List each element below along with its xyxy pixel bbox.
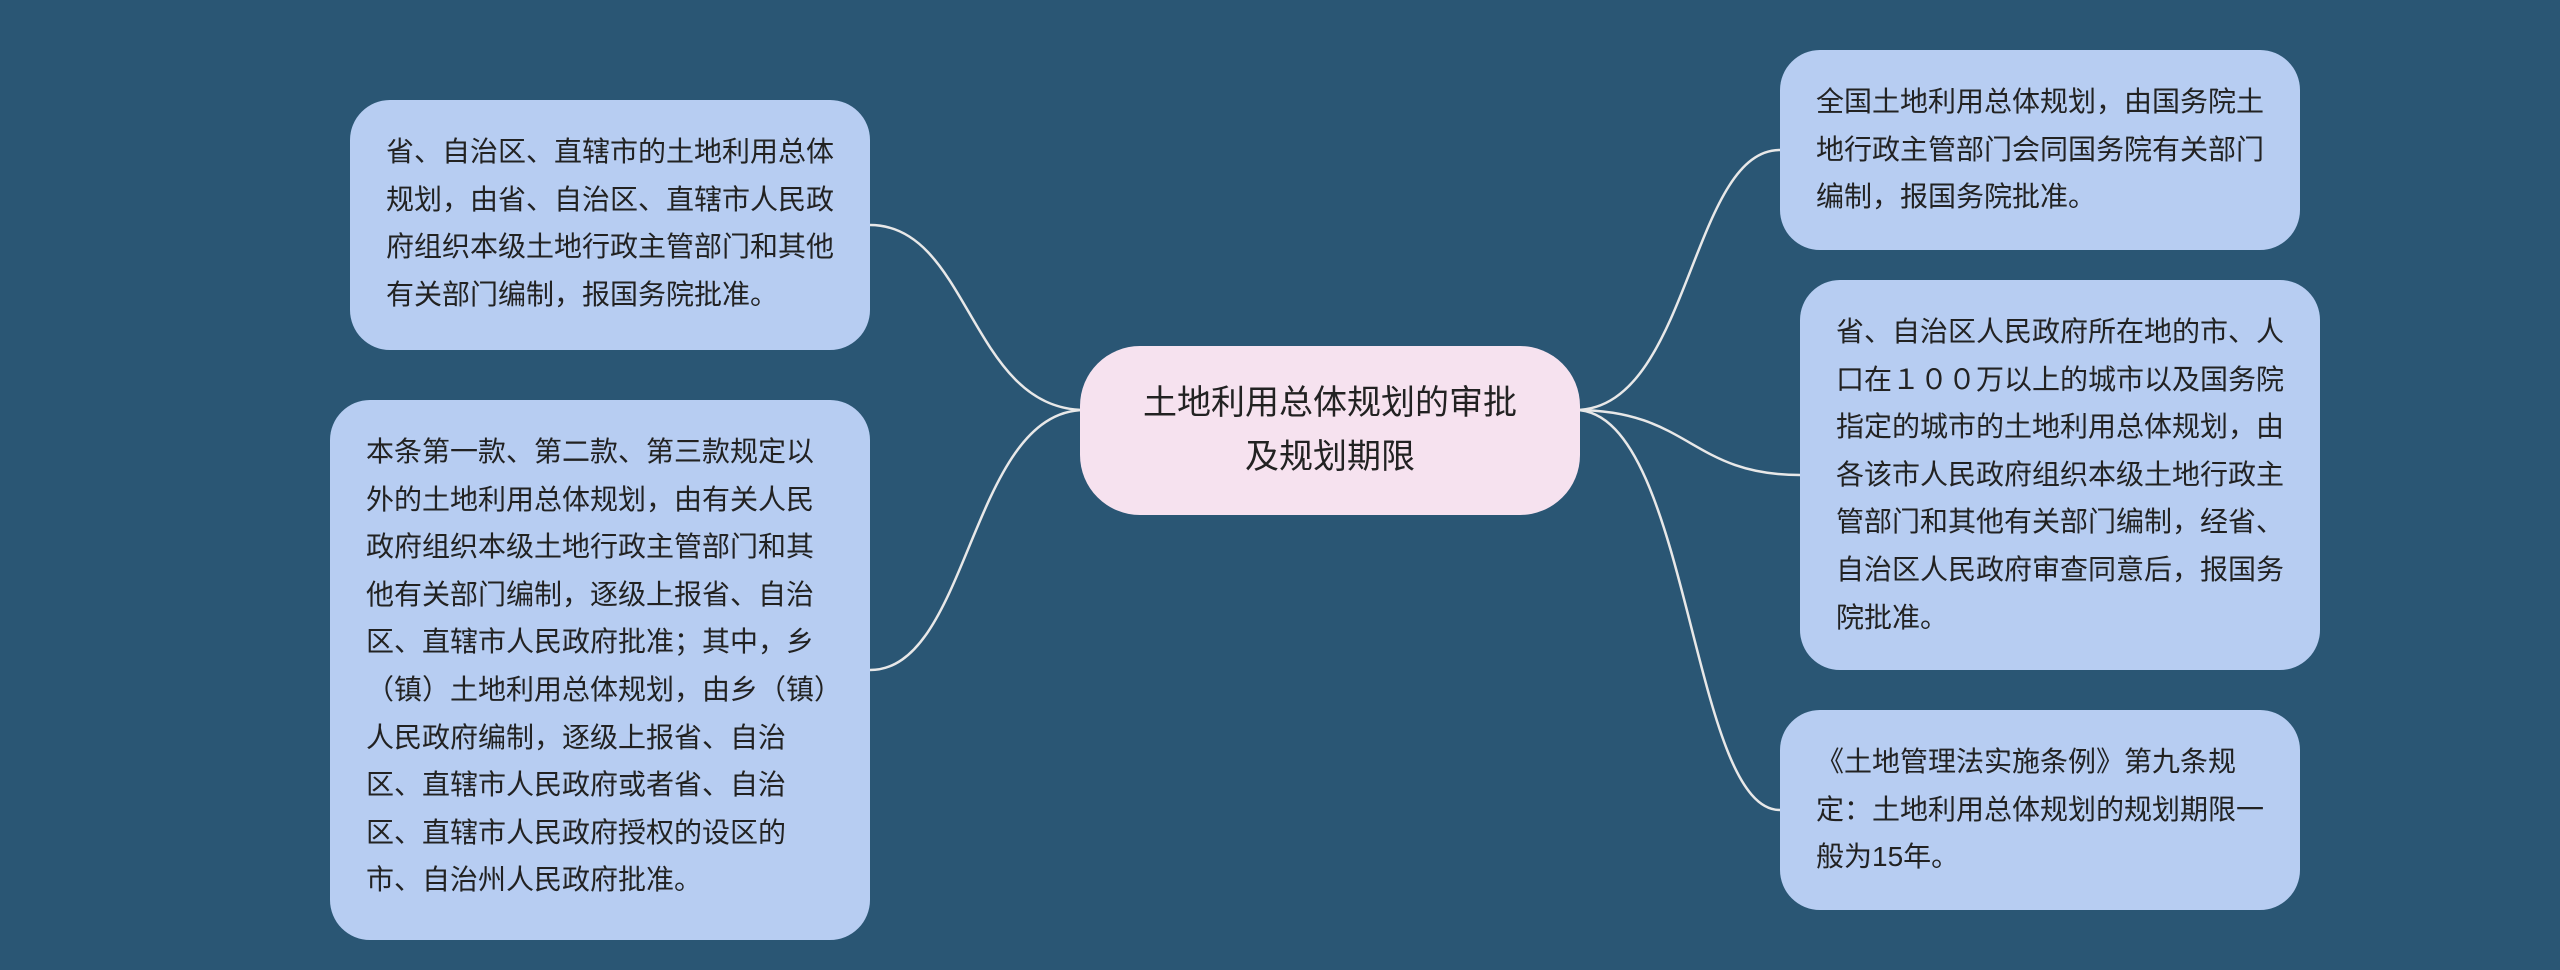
node-left-bottom: 本条第一款、第二款、第三款规定以外的土地利用总体规划，由有关人民政府组织本级土地… — [330, 400, 870, 940]
center-text-line2: 及规划期限 — [1245, 438, 1415, 476]
node-left-top: 省、自治区、直辖市的土地利用总体规划，由省、自治区、直辖市人民政府组织本级土地行… — [350, 100, 870, 350]
node-text: 省、自治区人民政府所在地的市、人口在１００万以上的城市以及国务院指定的城市的土地… — [1836, 316, 2284, 633]
connector — [870, 225, 1085, 410]
center-text-line1: 土地利用总体规划的审批 — [1143, 384, 1517, 422]
node-text: 全国土地利用总体规划，由国务院土地行政主管部门会同国务院有关部门编制，报国务院批… — [1816, 86, 2264, 212]
connector — [870, 410, 1085, 670]
node-right-top: 全国土地利用总体规划，由国务院土地行政主管部门会同国务院有关部门编制，报国务院批… — [1780, 50, 2300, 250]
center-node: 土地利用总体规划的审批 及规划期限 — [1080, 346, 1580, 515]
connector — [1575, 150, 1780, 410]
connector — [1575, 410, 1800, 475]
node-text: 本条第一款、第二款、第三款规定以外的土地利用总体规划，由有关人民政府组织本级土地… — [366, 436, 828, 895]
node-right-bottom: 《土地管理法实施条例》第九条规定：土地利用总体规划的规划期限一般为15年。 — [1780, 710, 2300, 910]
connector — [1575, 410, 1780, 810]
node-right-middle: 省、自治区人民政府所在地的市、人口在１００万以上的城市以及国务院指定的城市的土地… — [1800, 280, 2320, 670]
node-text: 《土地管理法实施条例》第九条规定：土地利用总体规划的规划期限一般为15年。 — [1816, 746, 2264, 872]
node-text: 省、自治区、直辖市的土地利用总体规划，由省、自治区、直辖市人民政府组织本级土地行… — [386, 136, 834, 310]
